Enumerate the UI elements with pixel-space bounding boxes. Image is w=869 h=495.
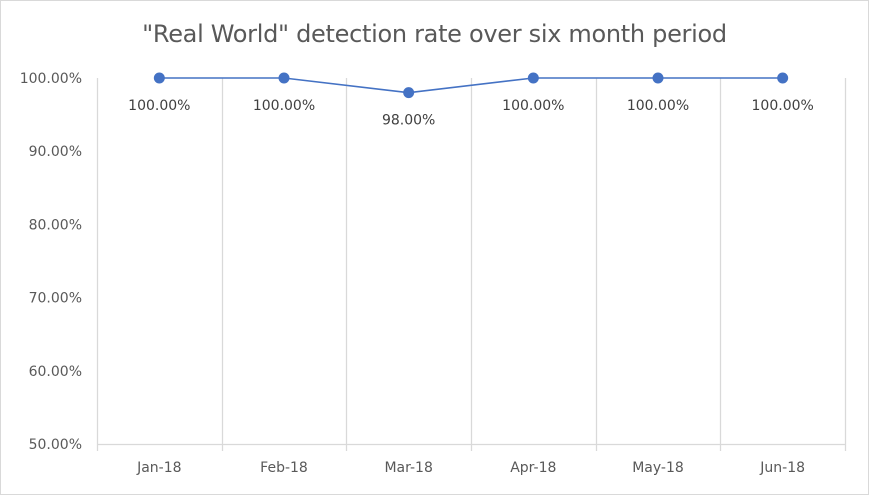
data-point[interactable] bbox=[278, 72, 290, 84]
y-tick-label: 50.00% bbox=[29, 437, 82, 453]
y-axis-ticks: 50.00% 60.00% 70.00% 80.00% 90.00% 100.00% bbox=[20, 71, 82, 453]
data-point[interactable] bbox=[403, 87, 415, 99]
y-tick-label: 90.00% bbox=[29, 144, 82, 160]
data-label: 98.00% bbox=[382, 113, 435, 129]
y-tick-label: 100.00% bbox=[20, 71, 82, 87]
x-tick-label: Mar-18 bbox=[384, 460, 432, 476]
data-label: 100.00% bbox=[752, 98, 814, 114]
series-line bbox=[159, 77, 783, 94]
x-tick-label: Feb-18 bbox=[260, 460, 308, 476]
y-tick-label: 80.00% bbox=[29, 217, 82, 233]
x-tick-label: Jun-18 bbox=[759, 460, 805, 476]
data-point[interactable] bbox=[652, 72, 664, 84]
x-axis-ticks: Jan-18 Feb-18 Mar-18 Apr-18 May-18 Jun-18 bbox=[136, 460, 805, 476]
gridlines bbox=[96, 78, 847, 451]
data-label: 100.00% bbox=[253, 98, 315, 114]
data-label: 100.00% bbox=[128, 98, 190, 114]
x-tick-label: Jan-18 bbox=[136, 460, 181, 476]
chart-title: "Real World" detection rate over six mon… bbox=[142, 20, 727, 48]
x-tick-label: May-18 bbox=[632, 460, 684, 476]
data-point[interactable] bbox=[777, 72, 789, 84]
data-label: 100.00% bbox=[627, 98, 689, 114]
series-layer: 100.00% 100.00% 98.00% 100.00% 100.00% 100.00… bbox=[128, 72, 814, 129]
data-label: 100.00% bbox=[502, 98, 564, 114]
x-tick-label: Apr-18 bbox=[510, 460, 556, 476]
data-point[interactable] bbox=[153, 72, 165, 84]
y-tick-label: 70.00% bbox=[29, 291, 82, 307]
data-point[interactable] bbox=[527, 72, 539, 84]
y-tick-label: 60.00% bbox=[29, 364, 82, 380]
